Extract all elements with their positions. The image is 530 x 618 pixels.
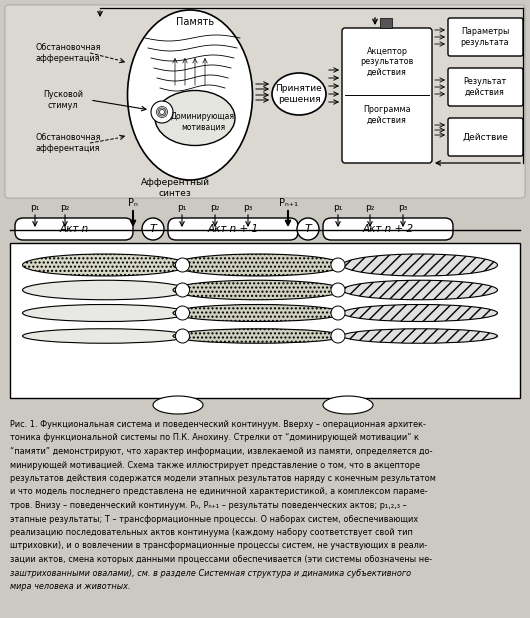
Ellipse shape bbox=[173, 254, 343, 276]
Text: p₁: p₁ bbox=[333, 203, 343, 211]
FancyBboxPatch shape bbox=[15, 218, 133, 240]
Text: Акт n: Акт n bbox=[59, 224, 89, 234]
Text: результатов действия содержатся модели этапных результатов наряду с конечным рез: результатов действия содержатся модели э… bbox=[10, 474, 436, 483]
Ellipse shape bbox=[173, 280, 343, 300]
FancyBboxPatch shape bbox=[448, 68, 523, 106]
Text: тоника функциональной системы по П.К. Анохину. Стрелки от “доминирующей мотиваци: тоника функциональной системы по П.К. Ан… bbox=[10, 433, 419, 442]
Text: Акт n + 1: Акт n + 1 bbox=[207, 224, 259, 234]
Text: p₃: p₃ bbox=[243, 203, 253, 211]
Text: Программа
действия: Программа действия bbox=[363, 105, 411, 125]
Text: p₁: p₁ bbox=[178, 203, 187, 211]
FancyBboxPatch shape bbox=[323, 218, 453, 240]
Text: p₂: p₂ bbox=[210, 203, 220, 211]
Ellipse shape bbox=[173, 305, 343, 321]
Ellipse shape bbox=[22, 280, 188, 300]
Ellipse shape bbox=[342, 254, 498, 276]
Ellipse shape bbox=[153, 396, 203, 414]
Ellipse shape bbox=[342, 305, 498, 321]
Ellipse shape bbox=[272, 73, 326, 115]
FancyBboxPatch shape bbox=[168, 218, 298, 240]
Text: минирующей мотивацией. Схема также иллюстрирует представление о том, что в акцеп: минирующей мотивацией. Схема также иллюс… bbox=[10, 460, 420, 470]
FancyBboxPatch shape bbox=[448, 18, 523, 56]
Ellipse shape bbox=[175, 283, 190, 297]
Text: p₃: p₃ bbox=[399, 203, 408, 211]
Text: Принятие
решения: Принятие решения bbox=[276, 84, 322, 104]
Text: Акцептор
результатов
действия: Акцептор результатов действия bbox=[360, 47, 414, 77]
Text: p₁: p₁ bbox=[30, 203, 40, 211]
Ellipse shape bbox=[22, 305, 188, 321]
Text: Pₙ: Pₙ bbox=[128, 198, 138, 208]
Text: Действие: Действие bbox=[462, 132, 508, 142]
Text: Результат
действия: Результат действия bbox=[463, 77, 507, 96]
Ellipse shape bbox=[22, 254, 188, 276]
Ellipse shape bbox=[175, 329, 190, 343]
Text: Pₙ₊₁: Pₙ₊₁ bbox=[278, 198, 297, 208]
Text: T: T bbox=[149, 224, 156, 234]
Ellipse shape bbox=[342, 329, 498, 343]
Ellipse shape bbox=[175, 258, 190, 272]
Text: и что модель последнего представлена не единичной характеристикой, а комплексом : и что модель последнего представлена не … bbox=[10, 488, 428, 496]
FancyBboxPatch shape bbox=[448, 118, 523, 156]
Text: Пусковой
стимул: Пусковой стимул bbox=[43, 90, 83, 110]
Text: мира человека и животных.: мира человека и животных. bbox=[10, 582, 130, 591]
Text: Доминирующая
мотивация: Доминирующая мотивация bbox=[171, 112, 235, 132]
Ellipse shape bbox=[323, 396, 373, 414]
Ellipse shape bbox=[22, 329, 188, 343]
Text: p₂: p₂ bbox=[365, 203, 375, 211]
Bar bbox=[380, 18, 392, 28]
Text: зации актов, смена которых данными процессами обеспечивается (эти системы обозна: зации актов, смена которых данными проце… bbox=[10, 555, 432, 564]
Text: Память: Память bbox=[176, 17, 214, 27]
Text: Параметры
результата: Параметры результата bbox=[461, 27, 509, 47]
Ellipse shape bbox=[331, 258, 345, 272]
Ellipse shape bbox=[173, 329, 343, 343]
Text: “памяти” демонстрируют, что характер информации, извлекаемой из памяти, определя: “памяти” демонстрируют, что характер инф… bbox=[10, 447, 432, 456]
Ellipse shape bbox=[297, 218, 319, 240]
Ellipse shape bbox=[128, 10, 252, 180]
Bar bbox=[10, 243, 520, 398]
Ellipse shape bbox=[331, 283, 345, 297]
Ellipse shape bbox=[151, 101, 173, 123]
Ellipse shape bbox=[331, 329, 345, 343]
FancyBboxPatch shape bbox=[5, 5, 525, 198]
Text: Афферентный
синтез: Афферентный синтез bbox=[140, 179, 209, 198]
Ellipse shape bbox=[142, 218, 164, 240]
Ellipse shape bbox=[331, 306, 345, 320]
Text: Обстановочная
афферентация: Обстановочная афферентация bbox=[36, 43, 101, 62]
Text: p₂: p₂ bbox=[60, 203, 69, 211]
Text: Обстановочная
афферентация: Обстановочная афферентация bbox=[36, 133, 101, 153]
Text: заштрихованными овалами), см. в разделе Системная структура и динамика субъектив: заштрихованными овалами), см. в разделе … bbox=[10, 569, 411, 577]
Ellipse shape bbox=[155, 90, 235, 145]
Ellipse shape bbox=[342, 280, 498, 300]
Text: T: T bbox=[305, 224, 312, 234]
Text: реализацию последовательных актов континуума (каждому набору соответствует свой : реализацию последовательных актов контин… bbox=[10, 528, 413, 537]
Text: штриховки), и о вовлечении в трансформационные процессы систем, не участвующих в: штриховки), и о вовлечении в трансформац… bbox=[10, 541, 427, 551]
Text: тров. Внизу – поведенческий континуум. Pₙ, Pₙ₊₁ – результаты поведенческих актов: тров. Внизу – поведенческий континуум. P… bbox=[10, 501, 407, 510]
Text: этапные результаты; T – трансформационные процессы. О наборах систем, обеспечива: этапные результаты; T – трансформационны… bbox=[10, 515, 418, 523]
Text: Рис. 1. Функциональная система и поведенческий континуум. Вверху – операционная : Рис. 1. Функциональная система и поведен… bbox=[10, 420, 426, 429]
Text: Акт n + 2: Акт n + 2 bbox=[363, 224, 413, 234]
FancyBboxPatch shape bbox=[342, 28, 432, 163]
Ellipse shape bbox=[175, 306, 190, 320]
